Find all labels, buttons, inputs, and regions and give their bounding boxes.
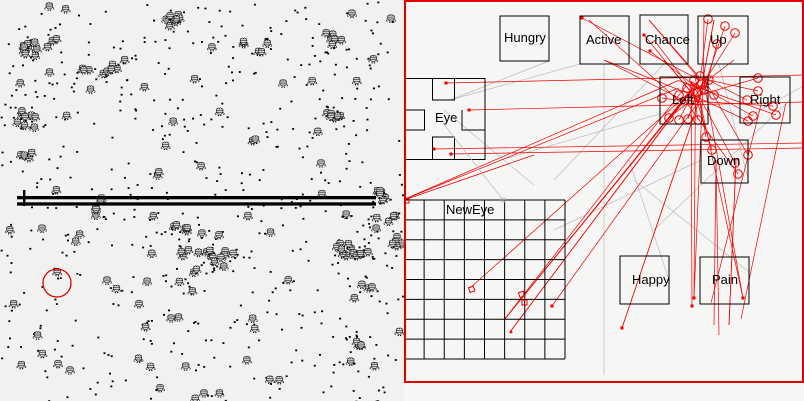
- svg-text:Happy: Happy: [632, 272, 670, 287]
- svg-text:NewEye: NewEye: [446, 202, 494, 217]
- svg-text:Eye: Eye: [435, 110, 457, 125]
- svg-text:Hungry: Hungry: [504, 30, 546, 45]
- svg-text:Down: Down: [707, 153, 740, 168]
- svg-text:Left: Left: [672, 92, 694, 107]
- svg-text:Chance: Chance: [645, 32, 690, 47]
- svg-text:Pain: Pain: [712, 272, 738, 287]
- svg-text:Right: Right: [750, 92, 781, 107]
- svg-text:Active: Active: [586, 32, 621, 47]
- svg-text:Up: Up: [710, 32, 727, 47]
